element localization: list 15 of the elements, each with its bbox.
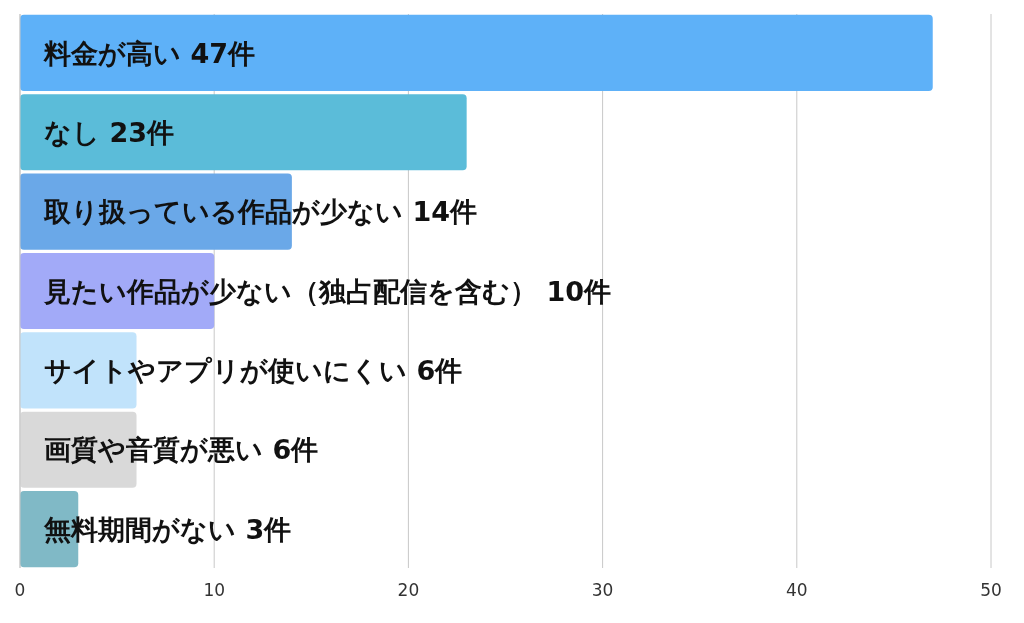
category-label: 取り扱っている作品が少ない 14件 [44,196,477,228]
x-tick-label: 0 [14,580,26,600]
bar [20,14,933,91]
category-label: なし 23件 [44,116,174,148]
category-label: 画質や音質が悪い 6件 [44,434,319,466]
x-tick-label: 30 [591,580,614,600]
category-label: 無料期間がない 3件 [44,513,292,545]
x-tick-label: 10 [203,580,226,600]
category-label: 料金が高い 47件 [44,37,255,69]
bar [20,94,467,171]
x-tick-label: 40 [785,580,808,600]
x-tick-label: 50 [980,580,1002,600]
x-tick-label: 20 [397,580,420,600]
category-label: サイトやアプリが使いにくい 6件 [44,355,463,387]
category-label: 見たい作品が少ない（独占配信を含む） 10件 [44,275,611,307]
